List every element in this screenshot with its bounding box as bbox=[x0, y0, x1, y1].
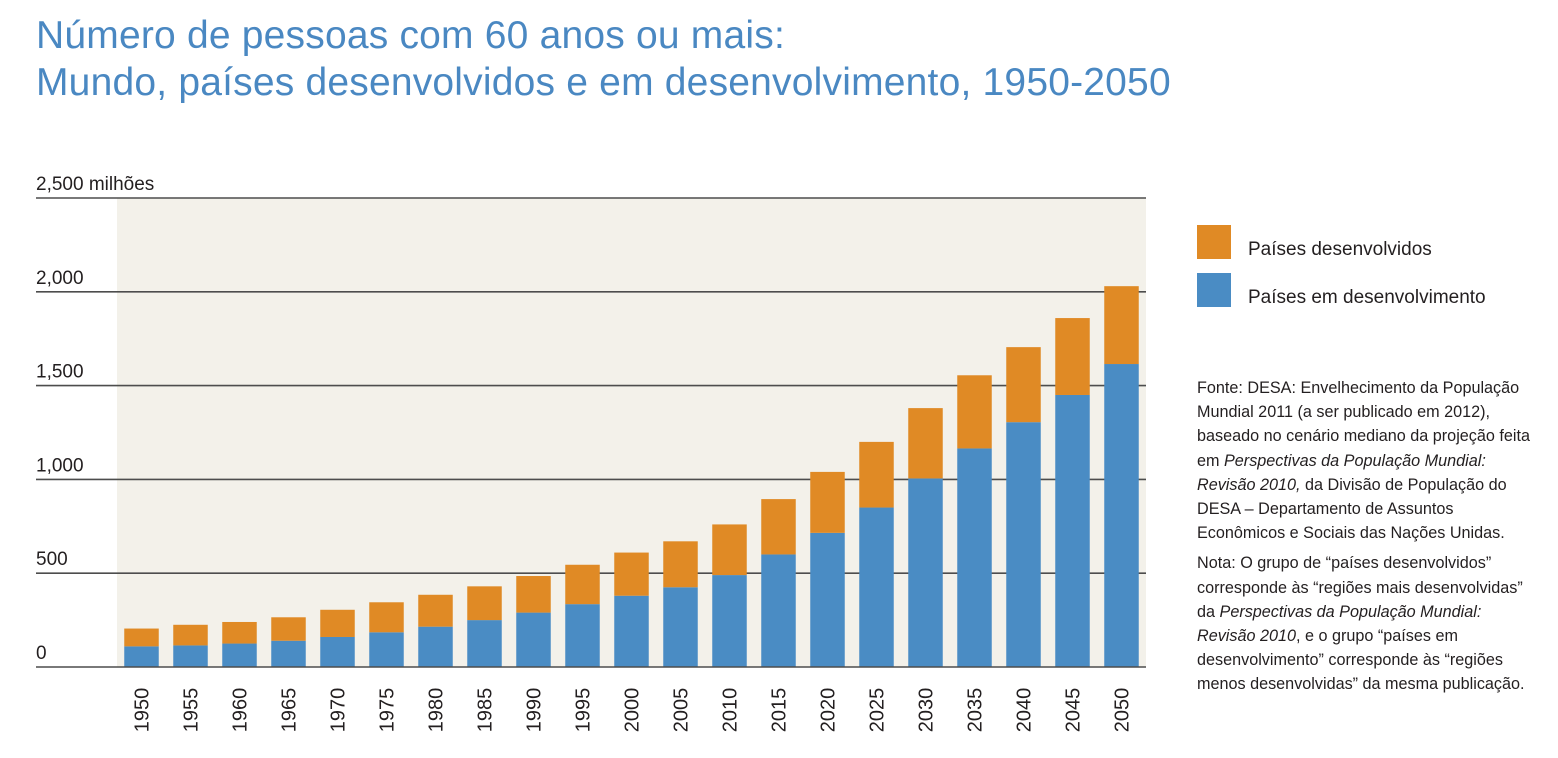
x-tick-label: 2035 bbox=[965, 688, 987, 733]
bar-developed-2025 bbox=[859, 441, 894, 508]
bar-developing-1970 bbox=[320, 636, 355, 667]
x-tick-label: 2020 bbox=[818, 688, 840, 733]
bar-developing-2030 bbox=[908, 478, 943, 667]
bar-developing-2035 bbox=[957, 448, 992, 667]
bar-developing-2015 bbox=[761, 554, 796, 667]
y-tick-label: 2,500 milhões bbox=[36, 174, 154, 195]
x-tick-label: 2000 bbox=[622, 688, 644, 733]
x-tick-label: 2005 bbox=[671, 688, 693, 733]
bar-developed-1975 bbox=[369, 602, 404, 633]
bar-developing-1990 bbox=[516, 612, 551, 667]
bar-developed-2050 bbox=[1104, 286, 1139, 365]
note-text: Nota: O grupo de “países desenvolvidos” … bbox=[1197, 554, 1525, 694]
bar-developing-2045 bbox=[1055, 394, 1090, 667]
x-tick-label: 1980 bbox=[426, 688, 448, 733]
bar-developed-2005 bbox=[663, 541, 698, 588]
x-tick-label: 1955 bbox=[181, 688, 203, 733]
x-tick-label: 2040 bbox=[1014, 688, 1036, 733]
bar-developing-2000 bbox=[614, 595, 649, 667]
y-tick-label: 500 bbox=[36, 549, 68, 570]
bar-developing-1965 bbox=[271, 640, 306, 667]
y-tick-label: 0 bbox=[36, 643, 47, 664]
x-tick-label: 2010 bbox=[720, 688, 742, 733]
x-tick-label: 1950 bbox=[132, 688, 154, 733]
bar-developing-2005 bbox=[663, 587, 698, 667]
bar-developing-1980 bbox=[418, 626, 453, 667]
y-axis-labels: 0 500 1,000 1,500 2,000 2,500 milhões bbox=[36, 174, 154, 664]
x-tick-label: 1985 bbox=[475, 688, 497, 733]
bar-developing-1955 bbox=[173, 645, 208, 667]
chart-title-line-2: Mundo, países desenvolvidos e em desenvo… bbox=[36, 61, 1171, 104]
bar-developing-2040 bbox=[1006, 422, 1041, 667]
bar-developing-2010 bbox=[712, 575, 747, 667]
bar-developed-2040 bbox=[1006, 347, 1041, 423]
legend-swatch-developed bbox=[1197, 225, 1231, 259]
x-tick-label: 1960 bbox=[230, 688, 252, 733]
bar-developed-2020 bbox=[810, 471, 845, 533]
chart-title-line-1: Número de pessoas com 60 anos ou mais: bbox=[36, 14, 785, 57]
x-tick-label: 2045 bbox=[1063, 688, 1085, 733]
bar-developing-1950 bbox=[124, 646, 159, 667]
legend-swatch-developing bbox=[1197, 273, 1231, 307]
bar-developed-2015 bbox=[761, 499, 796, 555]
x-tick-label: 1970 bbox=[328, 688, 350, 733]
chart-title: Número de pessoas com 60 anos ou mais: M… bbox=[36, 12, 1436, 106]
bar-developing-2050 bbox=[1104, 364, 1139, 667]
bar-developed-2045 bbox=[1055, 318, 1090, 395]
bar-developing-1975 bbox=[369, 632, 404, 667]
bar-developed-1980 bbox=[418, 594, 453, 627]
bar-developing-1960 bbox=[222, 643, 257, 667]
source-text: Fonte: DESA: Envelhecimento da População… bbox=[1197, 379, 1530, 543]
bar-developing-2025 bbox=[859, 507, 894, 667]
bar-developed-1965 bbox=[271, 617, 306, 641]
bar-developed-2030 bbox=[908, 408, 943, 479]
x-tick-label: 2050 bbox=[1112, 688, 1134, 733]
bar-developed-1990 bbox=[516, 576, 551, 613]
bar-developing-2020 bbox=[810, 532, 845, 667]
x-tick-label: 2030 bbox=[916, 688, 938, 733]
bars bbox=[124, 286, 1139, 667]
legend-label-developed: Países desenvolvidos bbox=[1248, 239, 1432, 260]
y-tick-label: 1,000 bbox=[36, 455, 84, 476]
x-axis-labels: 1950 1955 1960 1965 1970 1975 1980 1985 1990 1995… bbox=[132, 688, 1134, 733]
bar-developed-2010 bbox=[712, 524, 747, 576]
bar-developed-2000 bbox=[614, 552, 649, 596]
bar-developing-1985 bbox=[467, 620, 502, 667]
bar-developed-1960 bbox=[222, 621, 257, 644]
bar-developed-1970 bbox=[320, 609, 355, 637]
x-tick-label: 1990 bbox=[524, 688, 546, 733]
bar-developing-1995 bbox=[565, 604, 600, 667]
x-tick-label: 2015 bbox=[769, 688, 791, 733]
bar-developed-2035 bbox=[957, 375, 992, 449]
bar-developed-1995 bbox=[565, 564, 600, 605]
x-tick-label: 1965 bbox=[279, 688, 301, 733]
bar-developed-1985 bbox=[467, 586, 502, 621]
x-tick-label: 1975 bbox=[377, 688, 399, 733]
bar-developed-1955 bbox=[173, 624, 208, 646]
bar-developed-1950 bbox=[124, 628, 159, 647]
y-tick-label: 1,500 bbox=[36, 362, 84, 383]
legend-label-developing: Países em desenvolvimento bbox=[1248, 287, 1486, 308]
source-notes: Fonte: DESA: Envelhecimento da População… bbox=[1197, 376, 1542, 703]
x-tick-label: 1995 bbox=[573, 688, 595, 733]
x-tick-label: 2025 bbox=[867, 688, 889, 733]
y-tick-label: 2,000 bbox=[36, 268, 84, 289]
